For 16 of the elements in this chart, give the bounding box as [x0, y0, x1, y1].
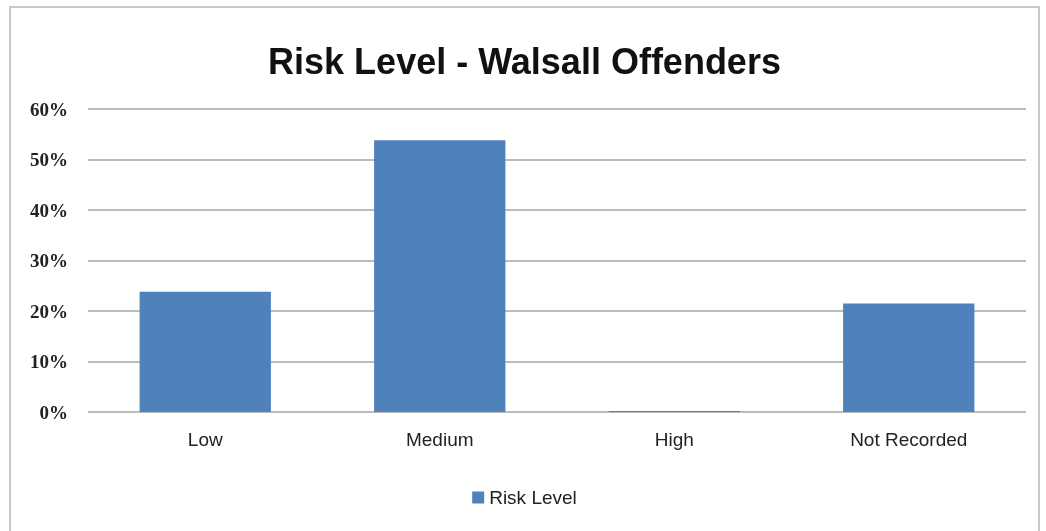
y-tick-label: 30% [30, 250, 68, 271]
y-tick-label: 10% [30, 351, 68, 372]
bar [374, 140, 506, 412]
legend-label: Risk Level [489, 487, 577, 508]
x-tick-label: High [654, 429, 694, 450]
y-tick-label: 50% [30, 149, 68, 170]
x-tick-label: Not Recorded [850, 429, 968, 450]
bar [139, 291, 271, 412]
bar [843, 303, 975, 412]
x-tick-label: Low [187, 429, 223, 450]
y-tick-label: 60% [30, 98, 68, 120]
y-tick-label: 20% [30, 300, 68, 322]
y-tick-label: 40% [30, 199, 68, 221]
y-tick-label: 0% [39, 401, 68, 423]
chart-title: Risk Level - Walsall Offenders [268, 40, 781, 82]
x-tick-label: Medium [405, 429, 474, 450]
